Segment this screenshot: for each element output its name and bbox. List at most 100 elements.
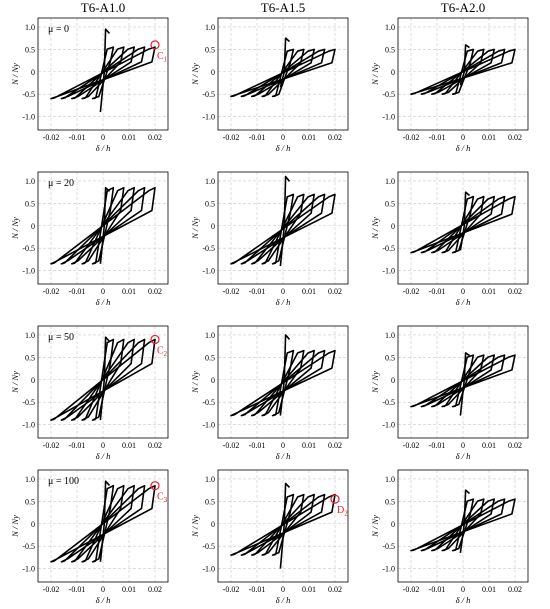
y-tick-label: -0.5 [382, 90, 395, 99]
y-tick-label: 0 [391, 222, 395, 231]
hysteresis-loop-5 [230, 48, 336, 98]
y-tick-label: 0 [391, 376, 395, 385]
panel-r3-c2: -0.02 -0.01 0 0.01 0.02 1.0 0.5 0 -0.5 -1.0 δ / h N… [190, 325, 349, 461]
x-tick-label: 0.02 [328, 441, 342, 450]
x-tick-label: 0 [461, 441, 465, 450]
y-tick-label: 1.0 [205, 177, 215, 186]
x-tick-label: -0.01 [69, 287, 86, 296]
y-tick-label: -1.0 [202, 565, 215, 574]
hysteresis-loop-3 [251, 493, 315, 556]
x-tick-label: 0.01 [482, 287, 496, 296]
hysteresis-loop-2 [81, 338, 125, 421]
x-axis-label: δ / h [456, 595, 471, 605]
x-tick-label: -0.02 [223, 441, 240, 450]
panel-r2-c2: -0.02 -0.01 0 0.01 0.02 1.0 0.5 0 -0.5 -1.0 δ / h N… [190, 171, 349, 307]
x-tick-label: -0.01 [249, 585, 266, 594]
hysteresis-loop-4 [60, 484, 146, 563]
column-title-3: T6-A2.0 [441, 0, 485, 15]
y-tick-label: -1.0 [202, 421, 215, 430]
y-tick-label: -1.0 [382, 565, 395, 574]
hysteresis-loop-5 [50, 186, 156, 265]
x-tick-label: -0.02 [223, 287, 240, 296]
x-tick-label: 0.01 [482, 441, 496, 450]
y-tick-label: -0.5 [202, 542, 215, 551]
hysteresis-loop-1 [451, 48, 475, 95]
y-axis-label: N / Ny [370, 371, 380, 394]
hysteresis-loop-1 [451, 195, 475, 254]
annotation-marker [150, 481, 160, 491]
x-tick-label: -0.02 [43, 585, 60, 594]
plot-frame [217, 17, 349, 131]
x-tick-label: 0 [281, 585, 285, 594]
hysteresis-loop-2 [441, 498, 485, 552]
hysteresis-loop-1 [91, 46, 115, 100]
y-tick-label: -0.5 [22, 542, 35, 551]
y-tick-label: -1.0 [202, 267, 215, 276]
hysteresis-loop-5 [410, 498, 516, 552]
hysteresis-loop-5 [410, 354, 516, 408]
y-tick-label: -0.5 [202, 244, 215, 253]
y-tick-label: 0.5 [205, 353, 215, 362]
row-label-mu: μ = 50 [48, 332, 74, 343]
y-axis-label: N / Ny [10, 515, 20, 538]
plot-frame [37, 17, 169, 131]
y-tick-label: 0.5 [25, 199, 35, 208]
y-axis-label: N / Ny [10, 63, 20, 86]
initial-buckling-spike [459, 352, 470, 416]
hysteresis-loop-3 [251, 349, 315, 417]
initial-buckling-spike [459, 489, 471, 553]
x-tick-label: -0.01 [69, 133, 86, 142]
y-tick-label: 0 [31, 222, 35, 231]
y-tick-label: 0 [211, 376, 215, 385]
y-tick-label: 0 [391, 520, 395, 529]
x-axis-label: δ / h [96, 297, 111, 307]
hysteresis-loop-5 [50, 484, 156, 563]
y-tick-label: -1.0 [202, 113, 215, 122]
hysteresis-loop-4 [60, 186, 146, 265]
y-tick-label: -0.5 [202, 398, 215, 407]
hysteresis-loop-4 [420, 195, 506, 254]
hysteresis-loop-4 [60, 338, 146, 421]
y-tick-label: 1.0 [385, 23, 395, 32]
hysteresis-loop-3 [431, 498, 495, 552]
annotation-label: C3 [157, 492, 168, 505]
y-tick-label: -0.5 [22, 244, 35, 253]
x-axis-label: δ / h [276, 143, 291, 153]
x-tick-label: 0 [281, 133, 285, 142]
x-tick-label: -0.01 [69, 441, 86, 450]
hysteresis-loop-2 [81, 186, 125, 265]
x-axis-label: δ / h [96, 451, 111, 461]
y-tick-label: 1.0 [25, 475, 35, 484]
x-tick-label: 0.02 [148, 287, 162, 296]
x-tick-label: 0 [281, 441, 285, 450]
x-tick-label: -0.02 [403, 133, 420, 142]
y-axis-label: N / Ny [190, 63, 200, 86]
y-tick-label: -0.5 [22, 398, 35, 407]
x-tick-label: -0.01 [429, 585, 446, 594]
initial-buckling-spike [279, 334, 291, 416]
y-tick-label: -1.0 [382, 421, 395, 430]
y-tick-label: -1.0 [22, 421, 35, 430]
panel-r2-c3: -0.02 -0.01 0 0.01 0.02 1.0 0.5 0 -0.5 -1.0 δ / h N… [370, 171, 529, 307]
x-tick-label: 0 [281, 287, 285, 296]
row-label-mu: μ = 100 [48, 476, 79, 487]
hysteresis-loop-3 [71, 338, 135, 421]
x-tick-label: 0.02 [328, 287, 342, 296]
initial-buckling-spike [99, 28, 111, 113]
initial-buckling-spike [279, 482, 291, 569]
x-tick-label: 0.01 [302, 441, 316, 450]
y-tick-label: 0.5 [205, 199, 215, 208]
hysteresis-loop-3 [431, 195, 495, 254]
x-tick-label: -0.01 [429, 287, 446, 296]
y-axis-label: N / Ny [370, 217, 380, 240]
x-tick-label: 0.02 [508, 133, 522, 142]
initial-buckling-spike [459, 44, 470, 86]
hysteresis-loop-3 [251, 48, 315, 98]
x-tick-label: 0.02 [328, 585, 342, 594]
hysteresis-loop-1 [91, 338, 115, 421]
hysteresis-loop-4 [420, 498, 506, 552]
x-tick-label: 0 [461, 585, 465, 594]
x-tick-label: -0.02 [43, 441, 60, 450]
hysteresis-loop-3 [251, 193, 315, 265]
x-tick-label: -0.01 [249, 287, 266, 296]
